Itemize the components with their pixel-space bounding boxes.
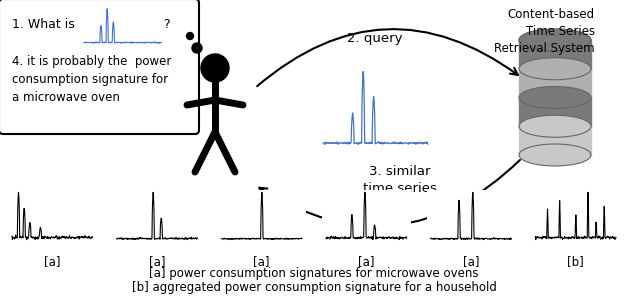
Ellipse shape [519,29,591,51]
Text: [a]: [a] [463,255,479,268]
Text: ?: ? [163,19,170,32]
Ellipse shape [519,87,591,109]
Text: Content-based
Time Series
Retrieval System: Content-based Time Series Retrieval Syst… [494,8,595,55]
Text: 3. similar
time series: 3. similar time series [363,165,437,195]
Polygon shape [519,126,591,155]
Polygon shape [519,98,591,126]
Text: [b] aggregated power consumption signature for a household: [b] aggregated power consumption signatu… [131,281,497,294]
FancyArrowPatch shape [259,160,520,226]
Text: 1. What is: 1. What is [12,19,75,32]
Ellipse shape [519,115,591,137]
Text: [a]: [a] [254,255,270,268]
Circle shape [201,54,229,82]
Text: [a]: [a] [358,255,374,268]
Circle shape [192,43,202,53]
Text: [a]: [a] [149,255,165,268]
Text: 2. query: 2. query [347,32,403,45]
Text: [a]: [a] [44,255,60,268]
Ellipse shape [519,58,591,80]
Text: [a] power consumption signatures for microwave ovens: [a] power consumption signatures for mic… [149,267,479,280]
Text: [b]: [b] [567,255,584,268]
Polygon shape [519,69,591,98]
Polygon shape [519,40,591,69]
FancyBboxPatch shape [0,0,199,134]
FancyArrowPatch shape [257,29,518,86]
Ellipse shape [519,29,591,51]
Ellipse shape [519,144,591,166]
Text: 4. it is probably the  power
consumption signature for
a microwave oven: 4. it is probably the power consumption … [12,55,171,104]
Circle shape [187,33,193,40]
